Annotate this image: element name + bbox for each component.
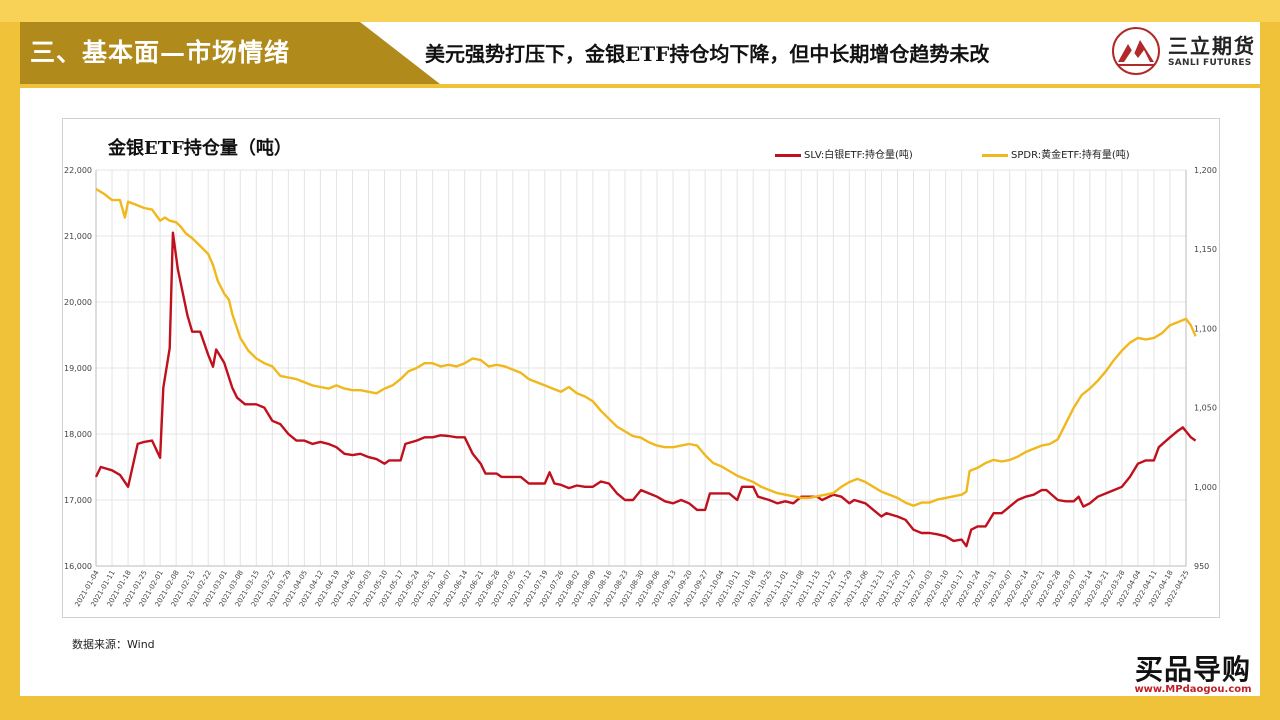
logo-name-cn: 三立期货 [1168,34,1256,58]
headline: 美元强势打压下，金银ETF持仓均下降，但中长期增仓趋势未改 [425,42,990,66]
headline-band [360,22,1260,84]
legend-swatch-slv [775,153,801,157]
logo-name-en: SANLI FUTURES [1168,58,1252,68]
chart-title: 金银ETF持仓量（吨） [108,138,292,159]
company-logo: 三立期货 SANLI FUTURES [1110,26,1260,78]
data-source-note: 数据来源：Wind [72,638,155,651]
chart-container [62,118,1220,618]
legend-item-slv: SLV:白银ETF:持仓量(吨) [775,146,913,161]
watermark-main: 买品导购 [1134,653,1251,686]
section-title: 三、基本面—市场情绪 [30,38,291,67]
legend-label-spdr: SPDR:黄金ETF:持有量(吨) [1011,150,1130,161]
mountain-logo-icon [1112,27,1160,75]
legend-swatch-spdr [982,153,1008,157]
section-band [20,22,440,84]
legend-label-slv: SLV:白银ETF:持仓量(吨) [804,150,913,161]
watermark-url: www.MPdaogou.com [1134,684,1252,695]
legend-item-spdr: SPDR:黄金ETF:持有量(吨) [982,146,1130,161]
watermark: 买品导购 www.MPdaogou.com [1128,648,1258,698]
